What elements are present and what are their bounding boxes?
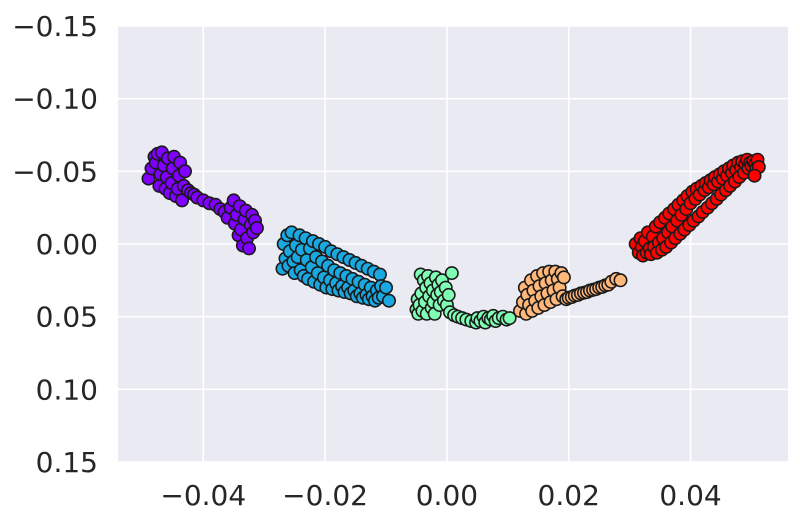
y-tick-label: −0.10 (12, 83, 98, 116)
y-tick-label: 0.10 (36, 373, 98, 406)
data-point (372, 267, 387, 282)
data-point (444, 266, 459, 281)
x-axis-tick-labels: −0.04 −0.02 0.00 0.02 0.04 (160, 479, 721, 512)
x-tick-label: −0.04 (160, 479, 246, 512)
x-tick-label: −0.02 (282, 479, 368, 512)
data-point (249, 221, 264, 236)
data-point (747, 168, 762, 183)
y-tick-label: −0.05 (12, 155, 98, 188)
y-tick-label: 0.15 (36, 446, 98, 479)
x-tick-label: 0.02 (538, 479, 600, 512)
point-cluster-2 (275, 225, 396, 308)
data-point (378, 280, 393, 295)
data-points (141, 145, 766, 330)
data-point (178, 164, 193, 179)
point-cluster-5 (628, 152, 766, 263)
data-point (502, 311, 517, 326)
data-point (175, 193, 190, 208)
data-point (613, 273, 628, 288)
data-point (381, 293, 396, 308)
x-tick-label: 0.04 (659, 479, 721, 512)
y-tick-label: 0.00 (36, 228, 98, 261)
y-axis-tick-labels: −0.15 −0.10 −0.05 0.00 0.05 0.10 0.15 (12, 10, 98, 479)
point-cluster-1 (141, 145, 264, 256)
y-tick-label: 0.05 (36, 301, 98, 334)
x-tick-label: 0.00 (416, 479, 478, 512)
point-cluster-3 (409, 266, 517, 330)
data-point (556, 270, 571, 285)
data-point (242, 241, 257, 256)
data-point (441, 287, 456, 302)
y-tick-label: −0.15 (12, 10, 98, 43)
point-cluster-4 (512, 264, 628, 321)
